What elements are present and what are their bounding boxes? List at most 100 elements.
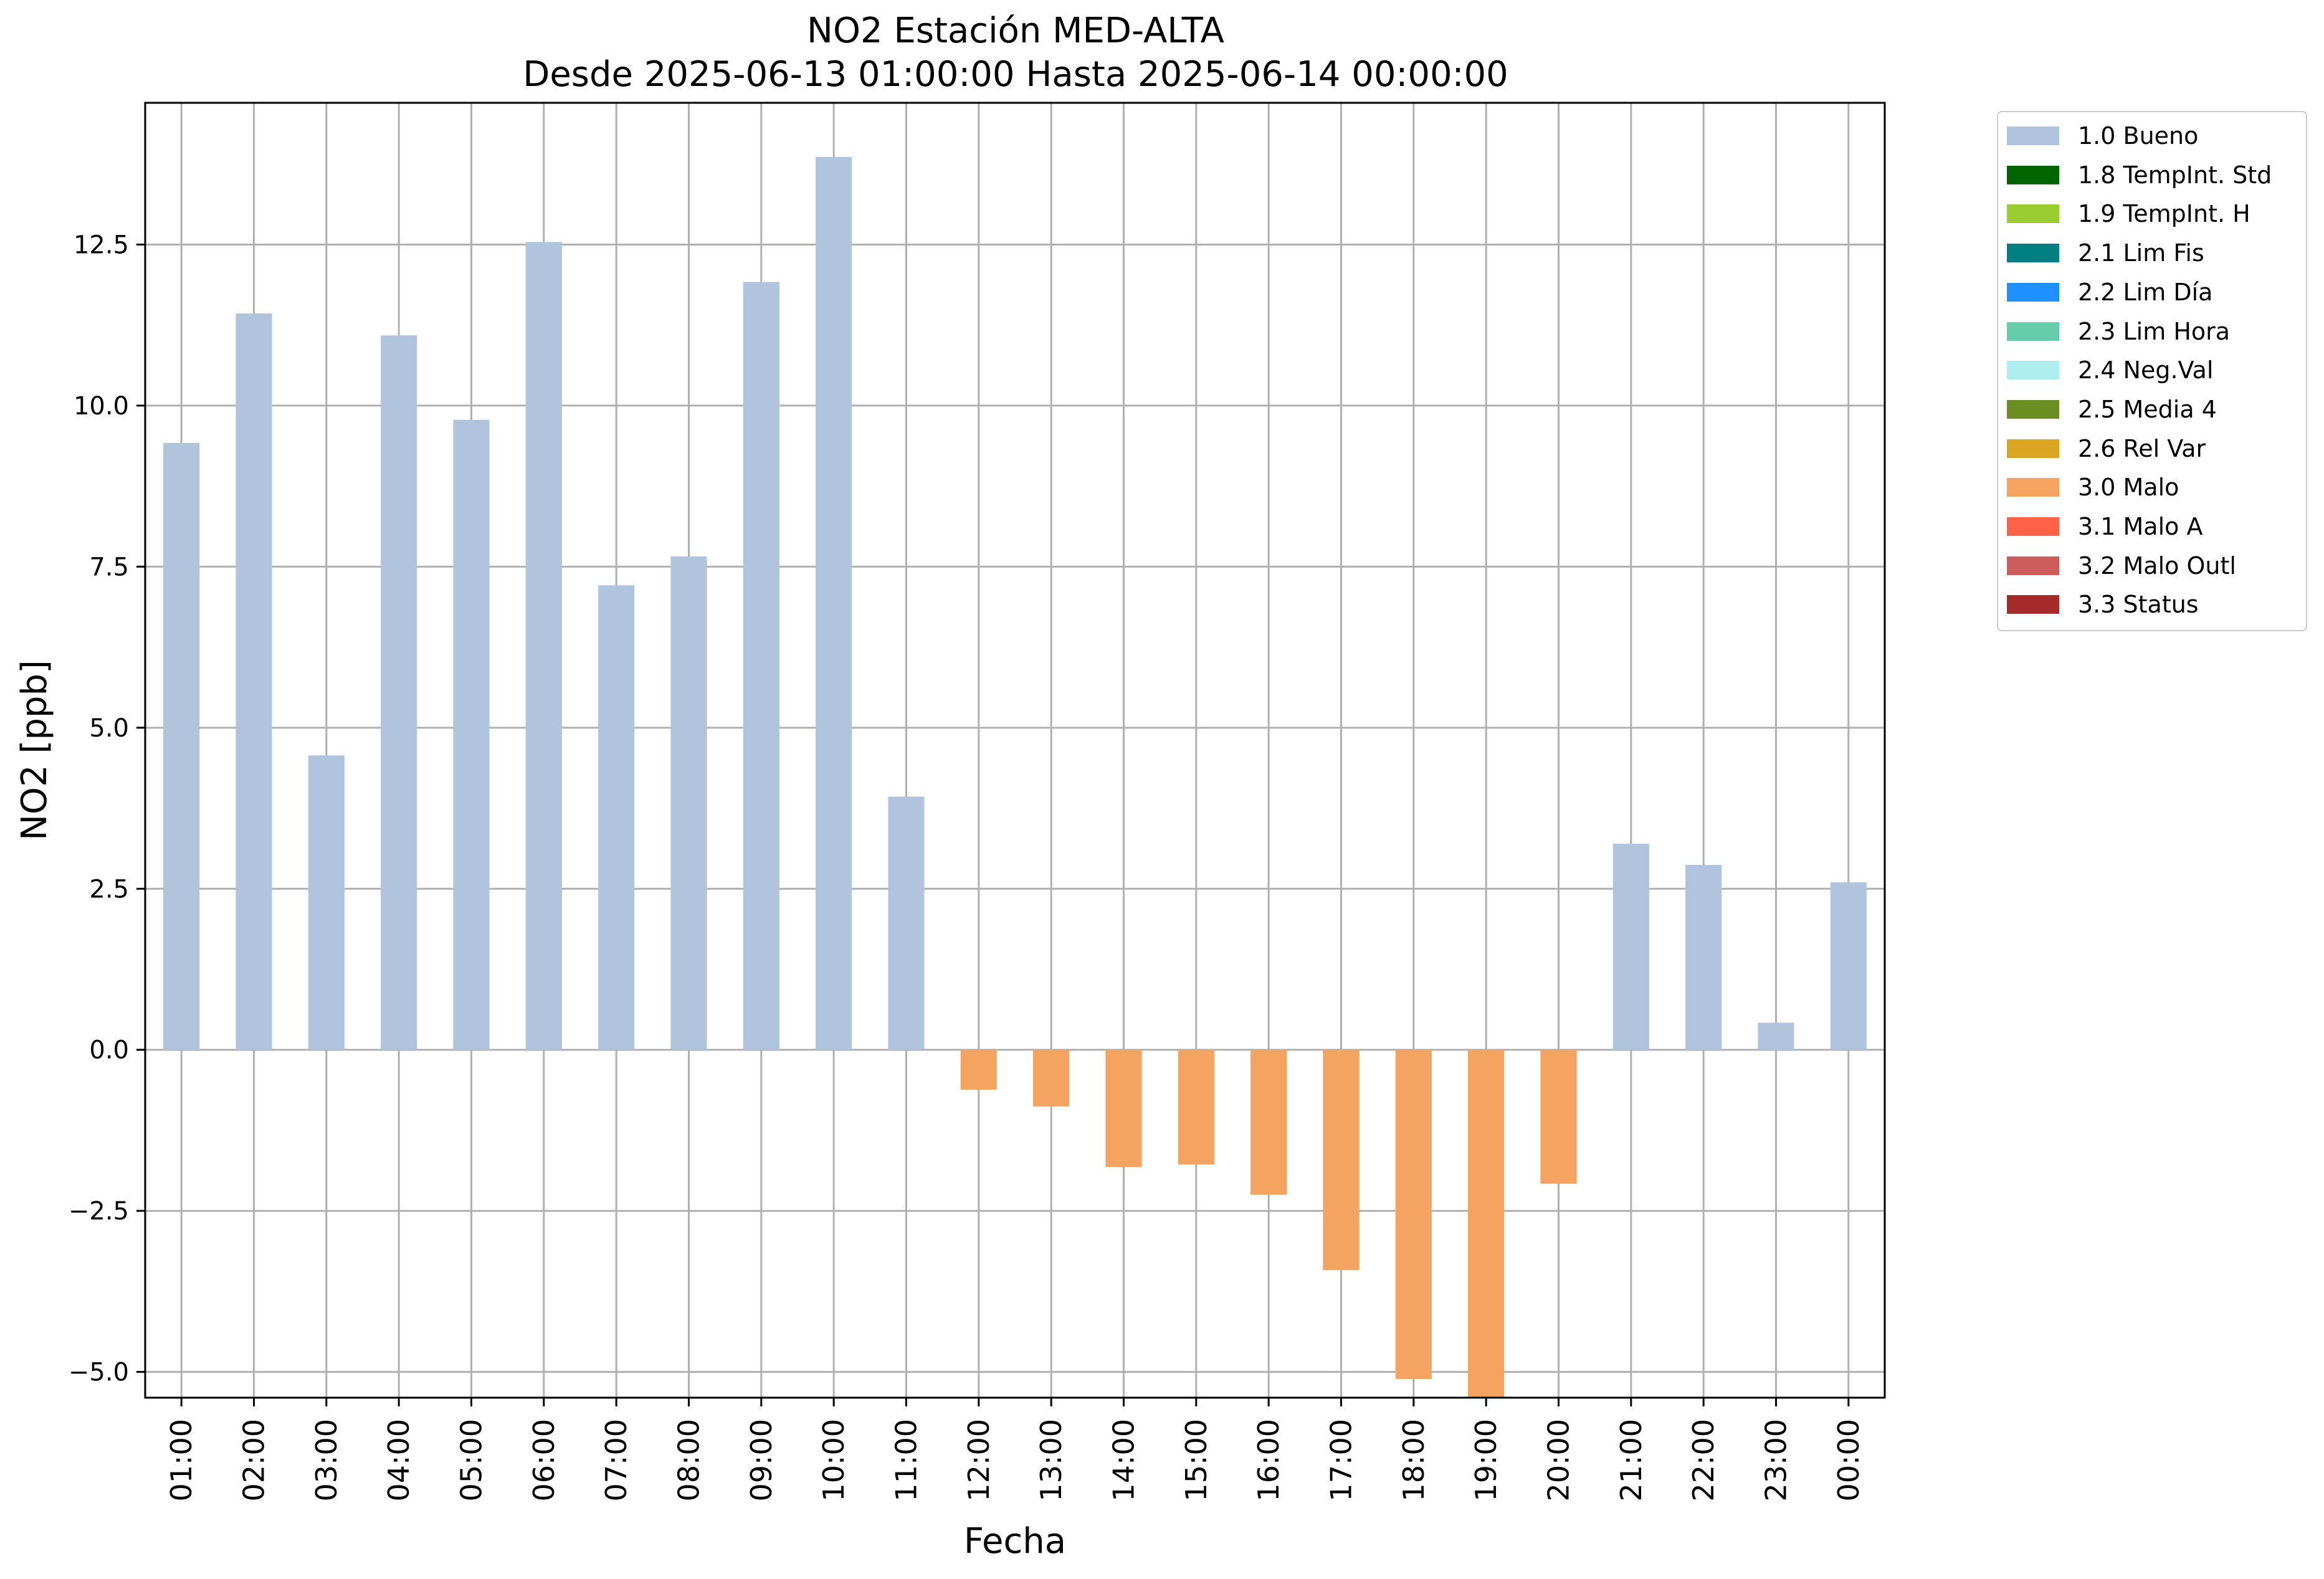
- legend-swatch: [2007, 556, 2059, 575]
- x-tick-label: 11:00: [890, 1419, 923, 1502]
- bar-2200: [1685, 865, 1722, 1050]
- x-tick-label: 09:00: [745, 1419, 778, 1502]
- bar-0000: [1830, 882, 1867, 1050]
- legend-label: 3.3 Status: [2078, 591, 2199, 619]
- x-tick-label: 17:00: [1325, 1419, 1358, 1502]
- legend-item: 1.0 Bueno: [2007, 122, 2199, 150]
- bar-0900: [743, 282, 779, 1050]
- bar-2000: [1540, 1049, 1577, 1184]
- legend-swatch: [2007, 165, 2059, 184]
- bar-1300: [1033, 1049, 1070, 1107]
- y-tick-label: 2.5: [89, 875, 129, 904]
- bar-1800: [1395, 1049, 1432, 1380]
- chart-title: NO2 Estación MED-ALTA: [807, 11, 1224, 51]
- y-tick-label: 0.0: [89, 1036, 129, 1065]
- legend-label: 3.2 Malo Outl: [2078, 551, 2236, 580]
- x-tick-label: 06:00: [527, 1419, 561, 1502]
- legend-label: 1.9 TempInt. H: [2078, 200, 2250, 228]
- x-axis-ticks: 01:00 02:00 03:00 04:00 05:00 06:00 07:00 08:00…: [164, 1398, 1865, 1502]
- legend-label: 2.6 Rel Var: [2078, 434, 2206, 462]
- legend-item: 1.9 TempInt. H: [2007, 200, 2250, 228]
- bar-1100: [888, 796, 925, 1050]
- bars: [163, 156, 1867, 1398]
- bar-1600: [1250, 1049, 1287, 1195]
- bar-0300: [308, 755, 345, 1050]
- bar-1500: [1178, 1049, 1214, 1165]
- bar-2100: [1612, 843, 1649, 1050]
- x-tick-label: 04:00: [382, 1419, 416, 1502]
- legend-swatch: [2007, 399, 2059, 419]
- x-tick-label: 13:00: [1034, 1419, 1068, 1502]
- bar-0800: [670, 556, 707, 1050]
- legend-label: 2.4 Neg.Val: [2078, 356, 2214, 384]
- bar-0400: [381, 335, 417, 1050]
- x-tick-label: 20:00: [1542, 1419, 1576, 1502]
- legend-swatch: [2007, 439, 2059, 458]
- bar-0500: [453, 419, 490, 1050]
- x-tick-label: 10:00: [817, 1419, 850, 1502]
- legend-label: 2.2 Lim Día: [2078, 278, 2213, 306]
- x-tick-label: 08:00: [672, 1419, 706, 1502]
- bar-1700: [1323, 1049, 1360, 1271]
- x-tick-label: 16:00: [1252, 1419, 1285, 1502]
- bar-1400: [1105, 1049, 1142, 1167]
- y-axis-ticks: −5.0 −2.5 0.0 2.5 5.0 7.5 10.0 12.5: [69, 231, 145, 1387]
- bar-0600: [525, 242, 562, 1050]
- chart-subtitle: Desde 2025-06-13 01:00:00 Hasta 2025-06-…: [523, 54, 1508, 95]
- y-axis-label: NO2 [ppb]: [14, 660, 55, 841]
- x-tick-label: 18:00: [1397, 1419, 1431, 1502]
- bar-0100: [163, 442, 200, 1050]
- legend-label: 2.5 Media 4: [2078, 395, 2217, 423]
- bar-1200: [960, 1049, 997, 1090]
- legend-swatch: [2007, 361, 2059, 380]
- bar-1900: [1468, 1049, 1505, 1398]
- legend-item: 2.3 Lim Hora: [2007, 317, 2231, 345]
- x-tick-label: 22:00: [1687, 1419, 1720, 1502]
- legend-label: 3.0 Malo: [2078, 474, 2179, 502]
- x-tick-label: 01:00: [164, 1419, 198, 1502]
- x-tick-label: 23:00: [1760, 1419, 1793, 1502]
- y-tick-label: 5.0: [89, 714, 129, 743]
- legend-swatch: [2007, 478, 2059, 497]
- legend-item: 3.0 Malo: [2007, 474, 2179, 502]
- legend-swatch: [2007, 282, 2059, 302]
- legend: 1.0 Bueno 1.8 TempInt. Std 1.9 TempInt. H 2…: [1997, 111, 2307, 631]
- bar-0700: [598, 585, 635, 1050]
- legend-item: 3.1 Malo A: [2007, 513, 2203, 540]
- legend-item: 3.2 Malo Outl: [2007, 551, 2236, 580]
- x-tick-label: 15:00: [1179, 1419, 1213, 1502]
- legend-item: 2.6 Rel Var: [2007, 434, 2206, 462]
- bar-2300: [1758, 1023, 1794, 1050]
- legend-swatch: [2007, 322, 2059, 341]
- legend-item: 2.2 Lim Día: [2007, 278, 2213, 306]
- x-tick-label: 05:00: [455, 1419, 488, 1502]
- legend-label: 1.0 Bueno: [2078, 122, 2199, 150]
- x-axis-label: Fecha: [964, 1521, 1066, 1562]
- x-tick-label: 07:00: [599, 1419, 633, 1502]
- legend-item: 1.8 TempInt. Std: [2007, 161, 2272, 189]
- legend-label: 2.3 Lim Hora: [2078, 317, 2231, 345]
- x-tick-label: 03:00: [310, 1419, 343, 1502]
- x-tick-label: 14:00: [1107, 1419, 1141, 1502]
- x-tick-label: 00:00: [1832, 1419, 1865, 1502]
- y-tick-label: 7.5: [89, 553, 129, 581]
- y-tick-label: 10.0: [74, 392, 129, 421]
- legend-swatch: [2007, 126, 2059, 145]
- legend-item: 2.1 Lim Fis: [2007, 239, 2204, 267]
- legend-label: 1.8 TempInt. Std: [2078, 161, 2272, 189]
- legend-item: 2.4 Neg.Val: [2007, 356, 2214, 384]
- legend-swatch: [2007, 204, 2059, 224]
- legend-item: 3.3 Status: [2007, 591, 2199, 619]
- x-tick-label: 21:00: [1614, 1419, 1648, 1502]
- y-tick-label: −5.0: [69, 1358, 129, 1387]
- x-tick-label: 12:00: [962, 1419, 996, 1502]
- legend-item: 2.5 Media 4: [2007, 395, 2217, 423]
- legend-label: 2.1 Lim Fis: [2078, 239, 2204, 267]
- legend-swatch: [2007, 517, 2059, 536]
- bar-1000: [816, 156, 852, 1050]
- x-tick-label: 19:00: [1469, 1419, 1503, 1502]
- legend-swatch: [2007, 595, 2059, 614]
- plot-frame: [144, 102, 1886, 1399]
- bar-0200: [236, 313, 272, 1050]
